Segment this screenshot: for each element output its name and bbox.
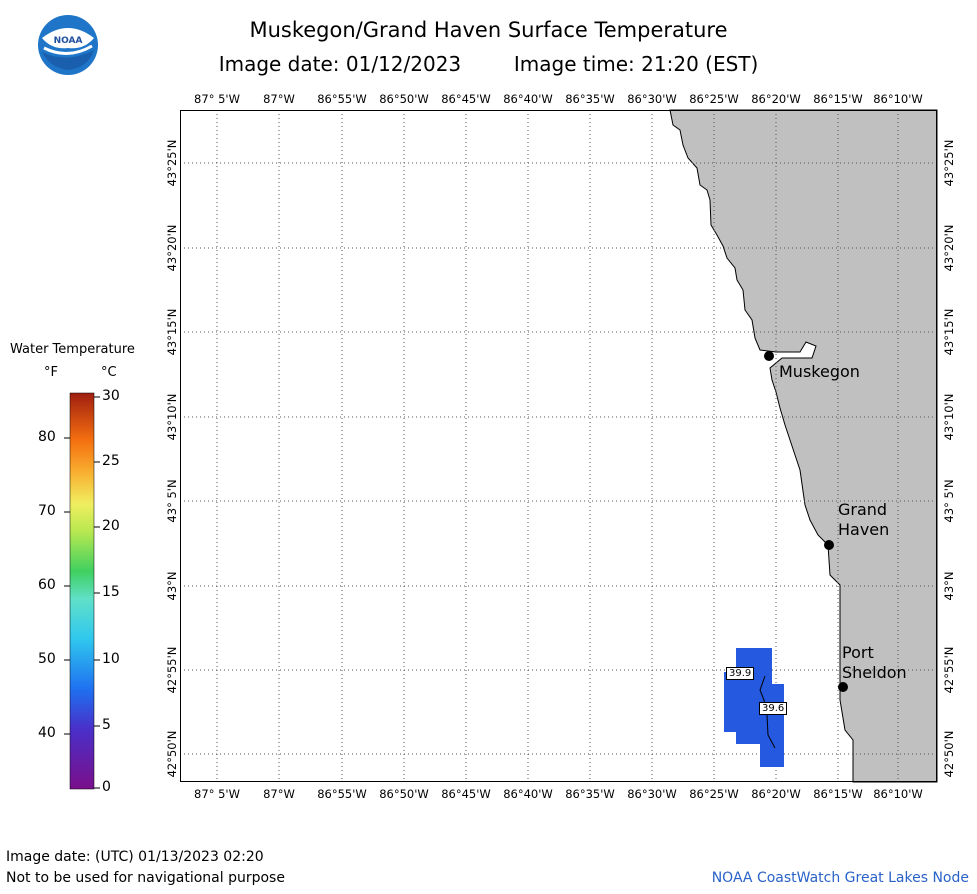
image-date: Image date: 01/12/2023 (218, 52, 462, 76)
footer-credit: NOAA CoastWatch Great Lakes Node (711, 870, 969, 886)
legend-title: Water Temperature (10, 342, 135, 357)
legend-minor-ticks (64, 396, 100, 789)
lon-tick-top: 87°W (263, 92, 295, 106)
lon-tick-top: 86°10'W (873, 92, 923, 106)
noaa-logo: NOAA (36, 14, 100, 76)
lon-tick-top: 86°20'W (751, 92, 801, 106)
lon-tick-bottom: 86°15'W (813, 787, 863, 801)
lon-tick-bottom: 86°40'W (503, 787, 553, 801)
map-frame (180, 110, 937, 782)
image-datetime: Image date: 01/12/2023 Image time: 21:20… (0, 52, 977, 76)
lon-tick-bottom: 86°35'W (565, 787, 615, 801)
temperature-label: 39.6 (759, 702, 788, 715)
lon-tick-top: 87° 5'W (194, 92, 240, 106)
legend-c-tick: 20 (102, 518, 120, 534)
graticule (180, 110, 937, 782)
lon-tick-bottom: 86°10'W (873, 787, 923, 801)
footer-disclaimer: Not to be used for navigational purpose (6, 870, 285, 886)
legend-c-tick: 5 (102, 717, 111, 733)
lon-tick-bottom: 86°50'W (379, 787, 429, 801)
legend-f-tick: 60 (38, 577, 56, 593)
legend-unit-c: °C (101, 365, 117, 380)
city-marker-muskegon (764, 351, 774, 361)
image-time: Image time: 21:20 (EST) (513, 52, 759, 76)
lon-tick-top: 86°45'W (441, 92, 491, 106)
city-label-grand-haven: Grand Haven (838, 500, 890, 539)
legend-f-tick: 70 (38, 503, 56, 519)
legend-c-tick: 30 (102, 388, 120, 404)
lon-tick-top: 86°50'W (379, 92, 429, 106)
legend-c-tick: 25 (102, 453, 120, 469)
lon-tick-bottom: 87°W (263, 787, 295, 801)
lon-tick-top: 86°40'W (503, 92, 553, 106)
land-area (669, 109, 938, 783)
footer-utc-date: Image date: (UTC) 01/13/2023 02:20 (6, 849, 264, 865)
noaa-logo-text: NOAA (53, 36, 83, 46)
lon-tick-bottom: 86°45'W (441, 787, 491, 801)
lon-tick-bottom: 87° 5'W (194, 787, 240, 801)
legend-color-bar (69, 392, 95, 790)
lon-tick-top: 86°25'W (689, 92, 739, 106)
lon-tick-bottom: 86°25'W (689, 787, 739, 801)
legend-f-tick: 40 (38, 725, 56, 741)
lon-tick-bottom: 86°55'W (317, 787, 367, 801)
legend-f-tick: 80 (38, 429, 56, 445)
city-marker-grand-haven (824, 540, 834, 550)
legend-c-tick: 0 (102, 779, 111, 795)
city-label-port-sheldon: Port Sheldon (842, 643, 907, 682)
lon-tick-top: 86°55'W (317, 92, 367, 106)
temperature-label: 39.9 (726, 667, 755, 680)
legend-c-tick: 15 (102, 584, 120, 600)
lon-tick-bottom: 86°30'W (627, 787, 677, 801)
legend-f-tick: 50 (38, 651, 56, 667)
city-marker-port-sheldon (838, 682, 848, 692)
lon-tick-top: 86°35'W (565, 92, 615, 106)
city-label-muskegon: Muskegon (779, 362, 860, 381)
lon-tick-bottom: 86°20'W (751, 787, 801, 801)
map-title: Muskegon/Grand Haven Surface Temperature (249, 18, 728, 42)
lon-tick-top: 86°15'W (813, 92, 863, 106)
legend-c-tick: 10 (102, 651, 120, 667)
lon-tick-top: 86°30'W (627, 92, 677, 106)
legend-unit-f: °F (44, 365, 58, 380)
